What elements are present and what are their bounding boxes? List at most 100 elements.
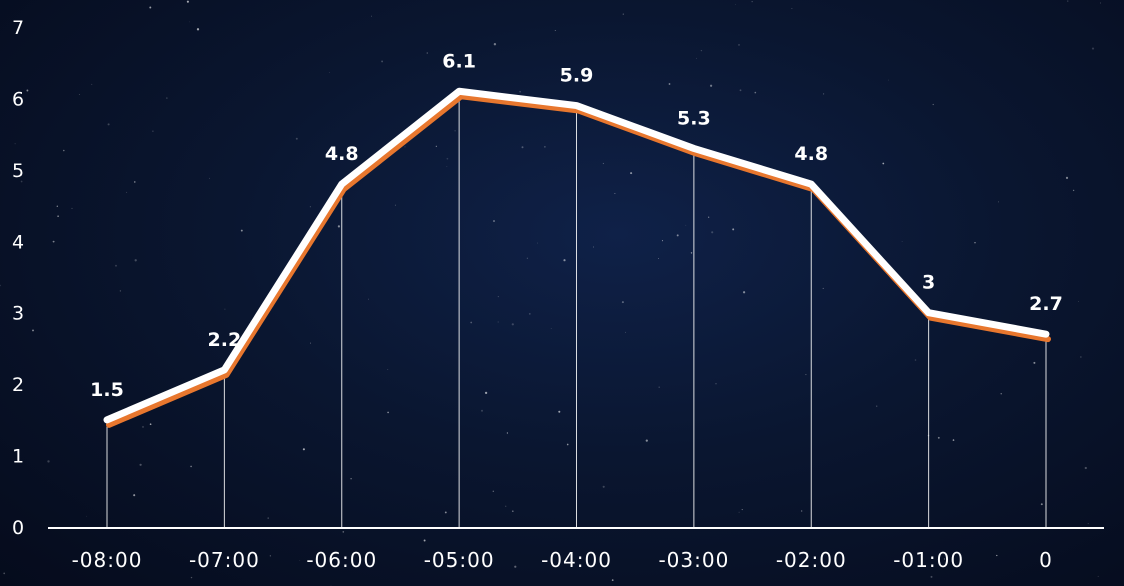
star-dot [622,13,624,15]
star-dot [47,460,50,463]
star-dot [310,342,312,344]
star-dot [822,287,824,289]
star-dot [26,89,29,92]
star-dot [901,241,903,242]
star-dot [602,485,605,488]
data-label: 4.8 [794,143,828,165]
star-dot [330,584,332,586]
star-dot [661,240,664,242]
star-dot [1072,189,1075,192]
series-line-shadow [106,93,1051,428]
star-dot [152,130,154,132]
star-dot [554,29,556,32]
star-dot [888,79,890,81]
star-dot [56,205,58,207]
star-dot [558,410,561,413]
star-dot [700,49,703,52]
star-dot [52,240,55,243]
star-dot [134,181,136,183]
data-labels: 1.5 2.2 4.8 6.1 5.9 5.3 4.8 3 2.7 [90,50,1063,401]
star-dot [269,555,271,557]
star-dot [519,91,521,93]
star-dot [624,331,626,333]
star-dot [254,553,257,555]
star-dot [526,257,529,259]
y-tick-label: 4 [12,231,24,253]
star-dot [1040,503,1043,506]
star-dot [3,572,6,575]
star-dot [57,215,59,217]
star-dot [1084,466,1087,470]
star-dot [139,463,142,466]
star-dot [602,162,605,165]
star-dot [302,448,305,451]
star-dot [805,374,807,376]
star-dot [481,409,483,412]
star-dot [328,71,330,73]
star-dot [709,84,713,87]
star-dot [149,423,152,426]
y-tick-label: 0 [12,517,24,539]
star-dot [566,443,569,446]
y-tick-label: 7 [12,17,24,39]
star-dot [1033,361,1036,364]
star-dot [267,517,269,519]
star-dot [119,290,122,292]
star-dot [484,391,488,395]
data-label: 3 [922,272,935,294]
series-line [103,87,1050,424]
data-label: 2.2 [208,329,242,351]
data-label: 6.1 [442,50,476,72]
star-dot [1080,356,1082,358]
star-dot [514,565,517,568]
star-dot [511,323,514,326]
star-dot [134,259,137,262]
star-dot [754,91,757,94]
data-label: 2.7 [1029,293,1063,315]
star-dot [309,206,311,208]
star-dot [974,242,976,244]
x-tick-label: -07:00 [189,548,260,572]
data-label: 1.5 [90,379,124,401]
data-label: 4.8 [325,143,359,165]
star-dot [1067,0,1069,2]
star-dot [676,234,679,237]
y-tick-label: 6 [12,88,24,110]
star-dot [930,575,933,578]
star-dot [186,0,189,3]
star-dot [882,162,885,165]
x-tick-label: -04:00 [541,548,612,572]
star-dot [690,252,693,254]
star-dot [78,94,80,95]
star-dot [630,172,633,175]
star-dot [711,231,714,234]
star-dot [593,552,594,554]
star-dot [371,15,372,17]
star-dot [621,301,624,304]
star-dot [497,321,499,323]
star-dot [550,328,552,329]
star-dot [497,296,499,298]
y-axis-ticks: 0 1 2 3 4 5 6 7 [12,17,24,539]
star-dot [404,146,406,148]
x-tick-label: -05:00 [424,548,495,572]
star-dot [196,28,200,31]
star-dot [741,509,743,511]
y-tick-label: 3 [12,303,24,325]
star-dot [426,52,429,54]
star-dot [224,308,226,310]
star-dot [32,329,34,332]
star-dot [470,321,473,324]
star-dot [1091,47,1095,50]
star-dot [63,149,65,152]
star-dot [337,225,341,228]
star-dot [738,511,740,513]
data-label: 5.9 [560,65,594,87]
star-dot [952,439,955,441]
star-dot [521,146,524,149]
x-tick-label: -02:00 [776,548,847,572]
star-dot [446,157,449,160]
star-dot [107,123,110,126]
x-tick-label: -06:00 [306,548,377,572]
star-dot [742,291,746,294]
